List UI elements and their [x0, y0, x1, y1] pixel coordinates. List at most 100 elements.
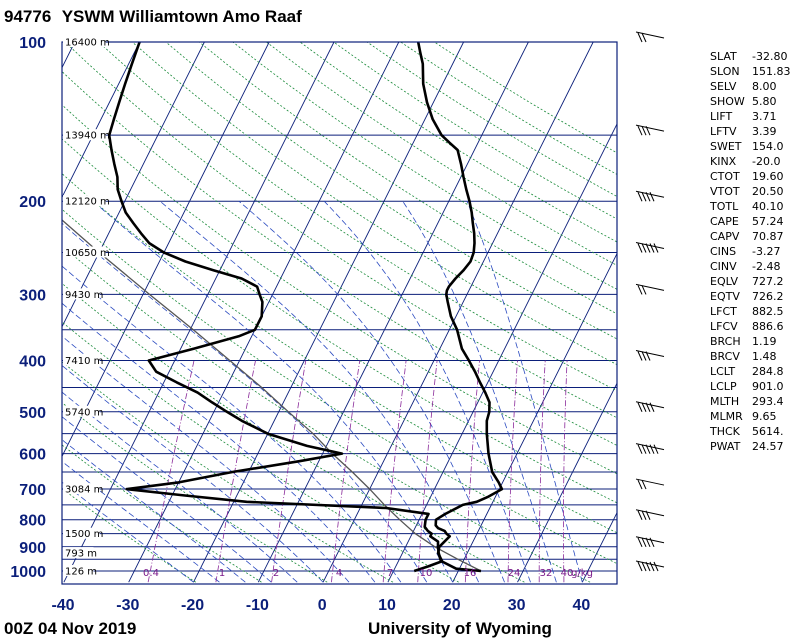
mixing-ratio-label: 4 — [336, 568, 342, 579]
index-value: -2.48 — [752, 260, 780, 273]
temperature-tick-label: 10 — [378, 597, 396, 614]
wind-barb-flag — [637, 32, 643, 43]
background-grid — [62, 42, 617, 583]
dry-adiabat — [199, 42, 617, 315]
dry-adiabat — [400, 42, 617, 175]
pressure-tick-label: 800 — [19, 513, 46, 530]
index-value: 20.50 — [752, 185, 784, 198]
dry-adiabat — [62, 245, 591, 583]
dry-adiabat — [62, 104, 617, 475]
temperature-tick-label: -40 — [51, 597, 74, 614]
height-label: 1500 m — [65, 529, 103, 540]
station-id: 94776 — [4, 7, 51, 26]
wind-barb-flag — [641, 444, 647, 454]
index-name: KINX — [710, 155, 737, 168]
wind-barb-staff — [635, 124, 665, 132]
height-label: 16400 m — [65, 38, 110, 49]
wind-barb — [635, 283, 665, 295]
mixing-ratio-label: 1 — [219, 568, 225, 579]
wind-barb-flag — [649, 192, 655, 202]
temperature-tick-label: 20 — [443, 597, 461, 614]
wind-barb — [635, 536, 665, 547]
index-value: 5.80 — [752, 95, 777, 108]
wind-barb-flag — [641, 32, 647, 43]
wind-barb-flag — [637, 125, 643, 136]
height-label: 7410 m — [65, 356, 103, 367]
wind-barb-flag — [649, 561, 655, 572]
wind-barb — [635, 31, 665, 43]
index-name: SLON — [710, 65, 740, 78]
wind-barb-flag — [641, 402, 647, 412]
mixing-ratio-line — [331, 360, 361, 583]
moist-adiabat — [159, 200, 479, 583]
temperature-axis: -40 -30 -20 -10 0 10 20 30 40 — [51, 597, 590, 614]
wind-barb — [635, 560, 665, 572]
wind-barb-flag — [641, 285, 647, 295]
wind-barb-staff — [635, 350, 665, 357]
pressure-tick-label: 200 — [19, 194, 46, 211]
isotherm — [452, 252, 617, 583]
moist-adiabat — [92, 200, 454, 583]
index-name: SWET — [710, 140, 742, 153]
height-label-bg — [63, 129, 106, 141]
pressure-tick-label: 700 — [19, 482, 46, 499]
height-label-bg — [63, 527, 100, 539]
moist-adiabat — [62, 302, 376, 583]
height-label-bg — [63, 405, 100, 417]
wind-barb-flag — [653, 561, 659, 572]
wind-barb-staff — [635, 401, 665, 409]
wind-barb-flag — [653, 243, 659, 253]
moist-adiabat — [62, 481, 194, 583]
wind-barb-flag — [637, 479, 643, 490]
index-value: 1.48 — [752, 350, 777, 363]
wind-barb-flag — [637, 510, 643, 520]
isotherm — [193, 42, 465, 583]
mixing-ratio-line — [147, 360, 195, 583]
wind-barbs — [635, 31, 665, 572]
height-label-bg — [63, 36, 106, 47]
wind-barb — [635, 190, 665, 202]
isotherm — [322, 42, 594, 583]
moist-adiabat — [62, 460, 220, 583]
stability-indices: SLAT -32.80 SLON 151.83 SELV 8.00 SHOW 5.80 LIFT… — [709, 50, 791, 453]
dry-adiabat — [62, 361, 394, 583]
temperature-tick-label: -20 — [181, 597, 204, 614]
height-label: 9430 m — [65, 290, 103, 301]
wind-barb-flag — [645, 125, 651, 136]
isotherm — [517, 382, 617, 583]
index-value: 57.24 — [752, 215, 784, 228]
moist-adiabat — [62, 222, 428, 583]
wind-barb-flag — [637, 444, 643, 454]
wind-barb-flag — [649, 402, 655, 412]
wind-barb-flag — [637, 285, 643, 295]
dry-adiabat — [62, 488, 197, 583]
wind-barb-flag — [645, 192, 651, 202]
mixing-ratio-line — [563, 360, 568, 583]
mixing-ratio-line — [382, 360, 407, 583]
temperature-tick-label: -10 — [246, 597, 269, 614]
height-label-bg — [63, 565, 94, 576]
index-name: CTOT — [710, 170, 740, 183]
wind-barb-staff — [635, 443, 665, 451]
wind-barb-staff — [635, 560, 665, 568]
pressure-tick-label: 100 — [19, 35, 46, 52]
index-value: 284.8 — [752, 365, 784, 378]
index-value: 151.83 — [752, 65, 791, 78]
mixing-ratio-labels: 0.4 1 2 4 7 10 16 24 32 40g/kg — [143, 568, 593, 579]
pressure-tick-label: 500 — [19, 405, 46, 422]
mixing-ratio-label: g/kg — [571, 568, 593, 579]
wind-barb-flag — [645, 444, 651, 454]
wind-barb-flag — [637, 402, 643, 412]
station-title: 94776 YSWM Williamtown Amo Raaf — [4, 7, 302, 26]
pressure-axis: 100 200 300 400 500 600 700 800 900 1000 — [10, 35, 46, 581]
height-label: 12120 m — [65, 197, 110, 208]
index-name: LFTV — [710, 125, 737, 138]
dry-adiabat — [62, 282, 525, 583]
height-label: 3084 m — [65, 485, 103, 496]
pressure-tick-label: 400 — [19, 354, 46, 371]
wind-barb — [635, 350, 665, 361]
mixing-ratio-label: 16 — [464, 568, 477, 579]
height-label: 793 m — [65, 549, 97, 560]
pressure-tick-label: 900 — [19, 540, 46, 557]
